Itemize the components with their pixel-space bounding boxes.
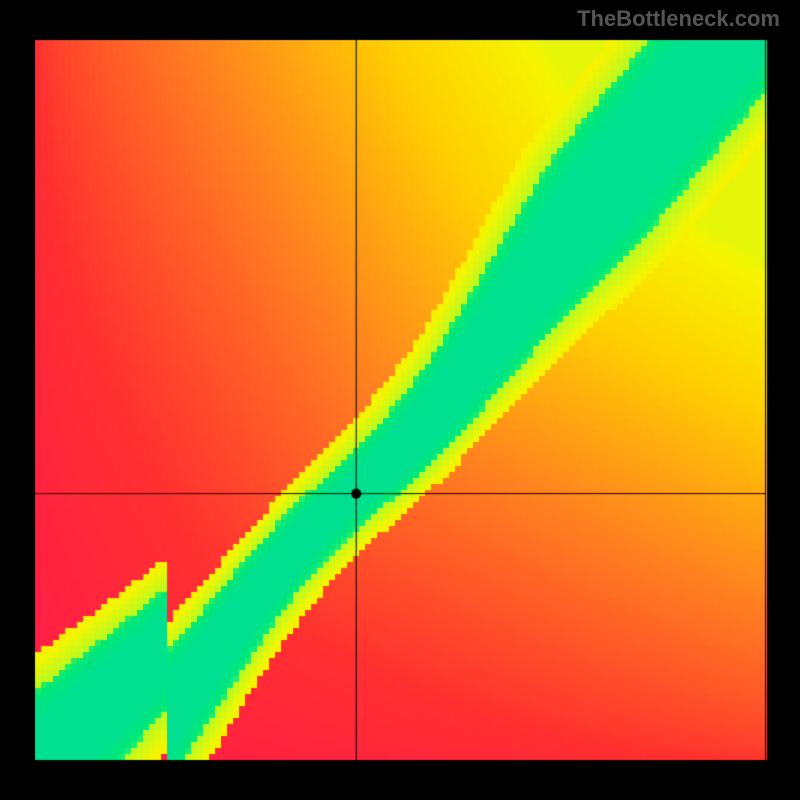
watermark-text: TheBottleneck.com	[577, 6, 780, 32]
bottleneck-heatmap	[0, 0, 800, 800]
chart-container: TheBottleneck.com	[0, 0, 800, 800]
